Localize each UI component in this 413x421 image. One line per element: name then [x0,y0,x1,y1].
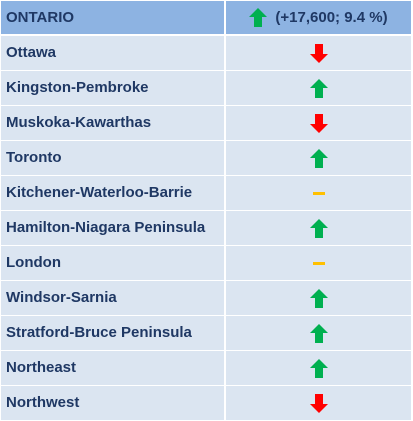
dash-icon [312,191,325,195]
trend-cell [226,106,411,140]
down-arrow-icon [309,43,328,63]
trend-cell [226,386,411,420]
dash-icon [312,261,325,265]
down-arrow-icon [309,393,328,413]
region-label: Windsor-Sarnia [1,281,226,315]
header-stat: (+17,600; 9.4 %) [275,9,388,26]
table-row: Muskoka-Kawarthas [1,106,411,141]
up-arrow-icon [309,323,328,343]
table-row: Hamilton-Niagara Peninsula [1,211,411,246]
region-label: Hamilton-Niagara Peninsula [1,211,226,245]
region-label: Stratford-Bruce Peninsula [1,316,226,350]
trend-cell [226,246,411,280]
table-row: Kingston-Pembroke [1,71,411,106]
table-row: Northwest [1,386,411,421]
trend-cell [226,316,411,350]
header-trend-cell: (+17,600; 9.4 %) [226,1,411,34]
trend-cell [226,71,411,105]
up-arrow-icon [249,8,268,27]
table-row: Northeast [1,351,411,386]
trend-cell [226,176,411,210]
trend-cell [226,281,411,315]
up-arrow-icon [309,288,328,308]
up-arrow-icon [309,148,328,168]
region-label: Northeast [1,351,226,385]
header-title: ONTARIO [1,1,226,34]
trend-cell [226,36,411,70]
trend-cell [226,141,411,175]
table-row: Windsor-Sarnia [1,281,411,316]
up-arrow-icon [309,218,328,238]
trend-cell [226,351,411,385]
up-arrow-icon [309,78,328,98]
region-label: London [1,246,226,280]
trend-cell [226,211,411,245]
down-arrow-icon [309,113,328,133]
region-label: Ottawa [1,36,226,70]
table-row: Toronto [1,141,411,176]
region-label: Northwest [1,386,226,420]
region-label: Toronto [1,141,226,175]
region-rows: Ottawa Kingston-Pembroke Muskoka-Kawarthas… [1,36,411,421]
up-arrow-icon [309,358,328,378]
table-row: London [1,246,411,281]
header-row: ONTARIO (+17,600; 9.4 %) [1,1,411,36]
region-label: Kingston-Pembroke [1,71,226,105]
table-row: Stratford-Bruce Peninsula [1,316,411,351]
region-label: Kitchener-Waterloo-Barrie [1,176,226,210]
region-label: Muskoka-Kawarthas [1,106,226,140]
table-row: Kitchener-Waterloo-Barrie [1,176,411,211]
table-row: Ottawa [1,36,411,71]
